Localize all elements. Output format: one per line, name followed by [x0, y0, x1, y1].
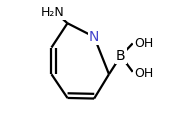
Text: OH: OH	[134, 67, 153, 80]
Text: B: B	[116, 49, 126, 63]
Text: OH: OH	[134, 37, 153, 50]
Text: N: N	[89, 30, 99, 44]
Text: H₂N: H₂N	[41, 6, 64, 19]
